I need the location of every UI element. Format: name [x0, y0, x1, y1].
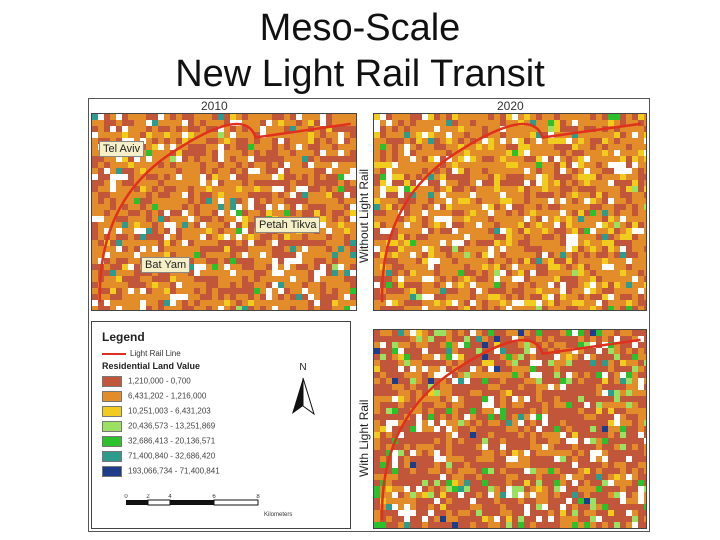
scale-tick-label: 4: [168, 494, 172, 500]
scale-tick-label: 2: [146, 494, 150, 500]
callout-bat-yam: Bat Yam: [141, 257, 191, 273]
legend-class-item: 10,251,003 - 6,431,203: [102, 406, 211, 417]
legend-class-label: 20,436,573 - 13,251,869: [128, 421, 216, 431]
slide-title-line-1: Meso-Scale: [259, 7, 461, 49]
scale-tick-label: 0: [124, 494, 128, 500]
legend-class-label: 71,400,840 - 32,686,420: [128, 451, 216, 461]
legend-class-label: 193,066,734 - 71,400,841: [128, 466, 220, 476]
land-value-map-figure: 2010 2020 Without Light Rail With Light …: [88, 98, 650, 532]
light-rail-line: [98, 122, 351, 303]
callout-petah-tikva: Petah Tikva: [255, 217, 321, 233]
legend-class-swatch: [102, 466, 122, 477]
legend-class-swatch: [102, 451, 122, 462]
slide-title-line-2: New Light Rail Transit: [175, 53, 545, 95]
label-without-light-rail: Without Light Rail: [357, 168, 371, 263]
legend-class-item: 71,400,840 - 32,686,420: [102, 451, 215, 462]
map-2020-without-rail-raster: [374, 114, 646, 310]
legend-section-title: Residential Land Value: [102, 361, 201, 371]
label-with-light-rail: With Light Rail: [357, 399, 371, 477]
map-2020-with-rail-raster: [374, 330, 646, 528]
legend-class-item: 193,066,734 - 71,400,841: [102, 466, 220, 477]
legend-class-label: 6,431,202 - 1,216,000: [128, 391, 207, 401]
year-label-2020: 2020: [497, 99, 524, 113]
legend-light-rail-line: Light Rail Line: [102, 349, 181, 358]
north-label: N: [299, 362, 306, 373]
legend-class-swatch: [102, 436, 122, 447]
north-arrow-icon: N: [292, 362, 315, 416]
legend-class-swatch: [102, 421, 122, 432]
map-panel-2020-without-rail: [373, 113, 647, 311]
legend-class-swatch: [102, 376, 122, 387]
map-panel-2020-with-rail: [373, 329, 647, 529]
year-label-2010: 2010: [201, 99, 228, 113]
scale-unit-label: Kilometers: [264, 512, 292, 518]
scale-tick-label: 6: [212, 494, 216, 500]
light-rail-line: [380, 122, 641, 303]
legend-class-swatch: [102, 406, 122, 417]
legend-title: Legend: [102, 330, 145, 344]
scale-tick-label: 8: [256, 494, 260, 500]
light-rail-line: [380, 338, 641, 521]
scale-bar: 0 2 4 6 8 Kilometers: [124, 494, 292, 518]
legend-line-label: Light Rail Line: [130, 349, 181, 358]
legend-class-item: 32,686,413 - 20,136,571: [102, 436, 215, 447]
legend-class-item: 20,436,573 - 13,251,869: [102, 421, 215, 432]
legend-class-label: 1,210,000 - 0,700: [128, 376, 191, 386]
legend-class-swatch: [102, 391, 122, 402]
map-legend: Legend Light Rail Line Residential Land …: [91, 321, 351, 529]
legend-class-item: 6,431,202 - 1,216,000: [102, 391, 206, 402]
callout-tel-aviv: Tel Aviv: [99, 141, 145, 157]
legend-class-label: 32,686,413 - 20,136,571: [128, 436, 216, 446]
rail-line-swatch: [102, 352, 126, 355]
legend-class-item: 1,210,000 - 0,700: [102, 376, 191, 387]
legend-class-label: 10,251,003 - 6,431,203: [128, 406, 211, 416]
